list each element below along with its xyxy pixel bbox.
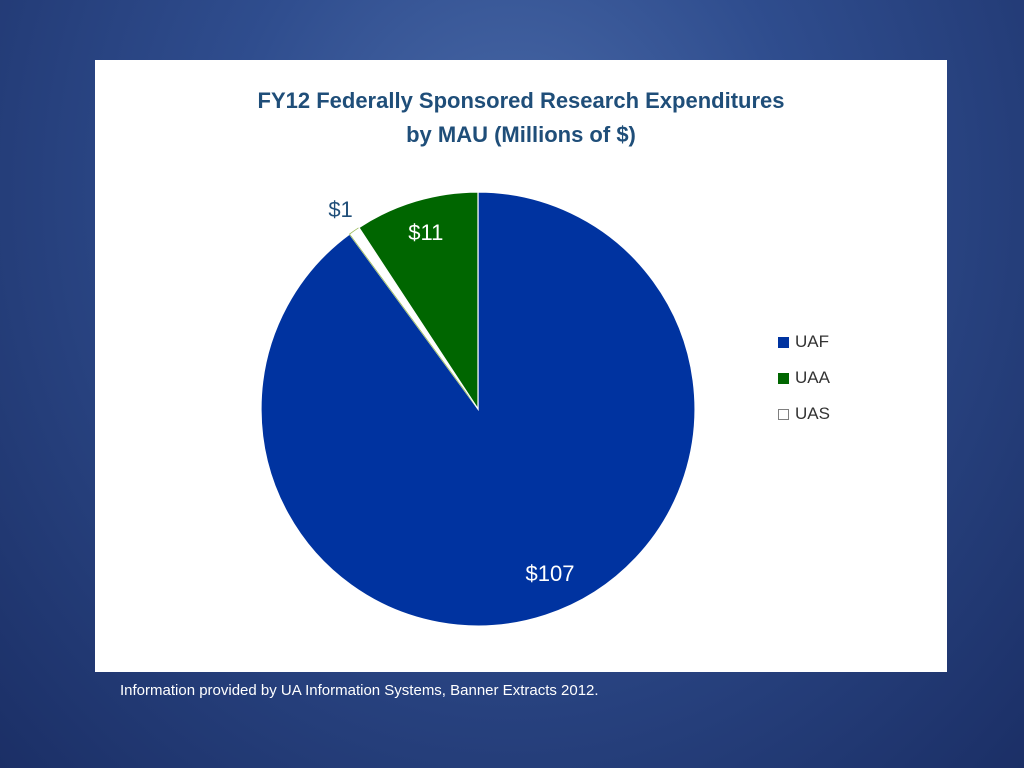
chart-panel: FY12 Federally Sponsored Research Expend… <box>95 60 947 672</box>
chart-title-line-1: FY12 Federally Sponsored Research Expend… <box>257 88 785 113</box>
data-label-uaa: $11 <box>408 220 443 245</box>
chart-title-line-2: by MAU (Millions of $) <box>406 122 636 147</box>
pie-chart: $107 $1 $11 <box>260 191 696 627</box>
legend-swatch-uaf <box>778 336 789 348</box>
data-label-uas: $1 <box>328 197 352 222</box>
data-label-uaf: $107 <box>526 561 575 586</box>
legend-swatch-uas <box>778 408 789 420</box>
legend-label-uaf: UAF <box>795 332 829 351</box>
legend: UAF UAA UAS <box>778 324 830 432</box>
chart-title: FY12 Federally Sponsored Research Expend… <box>95 84 947 152</box>
legend-item-uas: UAS <box>778 396 830 432</box>
pie-slice-uaa <box>358 191 479 412</box>
legend-label-uas: UAS <box>795 404 830 423</box>
legend-swatch-uaa <box>778 372 789 384</box>
legend-item-uaa: UAA <box>778 360 830 396</box>
source-footnote: Information provided by UA Information S… <box>120 682 599 699</box>
legend-item-uaf: UAF <box>778 324 830 360</box>
legend-label-uaa: UAA <box>795 368 830 387</box>
